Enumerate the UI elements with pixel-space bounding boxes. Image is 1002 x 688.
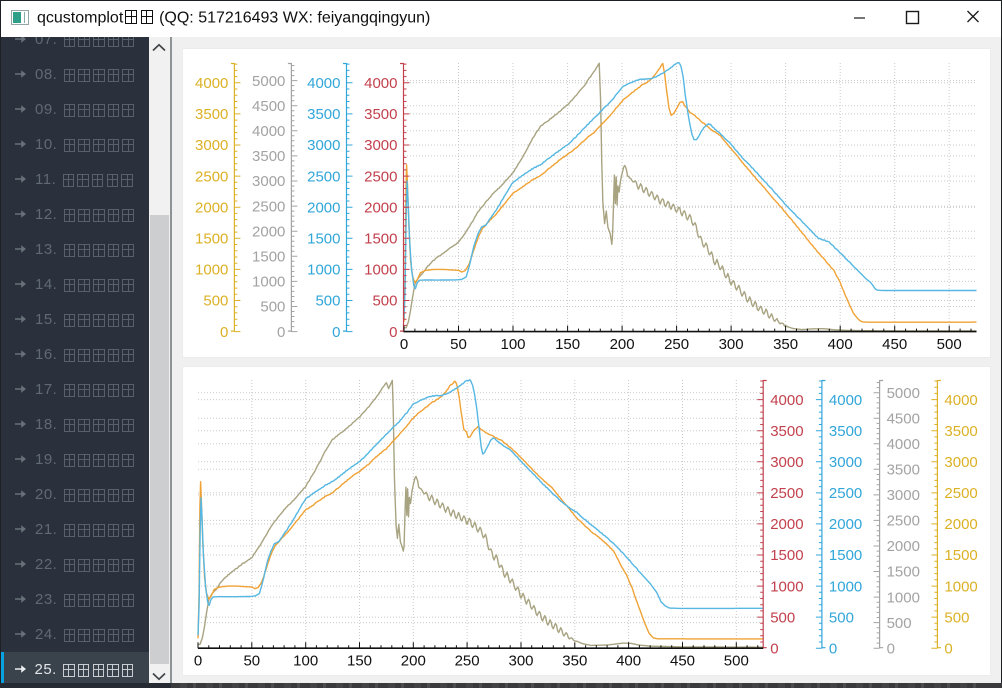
- svg-text:1000: 1000: [252, 274, 285, 291]
- svg-text:50: 50: [450, 336, 467, 353]
- svg-text:0: 0: [770, 640, 778, 657]
- svg-text:350: 350: [773, 336, 798, 353]
- svg-text:3500: 3500: [829, 423, 862, 440]
- svg-text:1500: 1500: [364, 231, 397, 248]
- svg-text:0: 0: [944, 640, 952, 657]
- svg-text:4000: 4000: [829, 392, 862, 409]
- svg-text:1500: 1500: [944, 547, 977, 564]
- svg-text:400: 400: [828, 336, 853, 353]
- svg-text:0: 0: [389, 324, 397, 341]
- svg-text:2500: 2500: [364, 168, 397, 185]
- svg-text:2500: 2500: [770, 485, 803, 502]
- svg-text:5000: 5000: [887, 385, 920, 402]
- svg-text:2500: 2500: [195, 168, 228, 185]
- svg-text:0: 0: [194, 653, 202, 670]
- svg-text:500: 500: [372, 293, 397, 310]
- svg-text:300: 300: [719, 336, 744, 353]
- svg-text:1500: 1500: [252, 249, 285, 266]
- svg-text:500: 500: [944, 609, 969, 626]
- svg-text:4000: 4000: [364, 75, 397, 92]
- svg-text:100: 100: [293, 653, 318, 670]
- svg-text:1500: 1500: [887, 564, 920, 581]
- svg-text:1000: 1000: [829, 578, 862, 595]
- svg-text:300: 300: [508, 653, 533, 670]
- svg-text:2500: 2500: [944, 485, 977, 502]
- svg-text:3500: 3500: [195, 106, 228, 123]
- svg-text:3500: 3500: [364, 106, 397, 123]
- svg-text:150: 150: [347, 653, 372, 670]
- svg-text:2500: 2500: [307, 168, 340, 185]
- svg-text:3000: 3000: [307, 137, 340, 154]
- svg-text:1000: 1000: [195, 262, 228, 279]
- svg-text:3500: 3500: [944, 423, 977, 440]
- svg-text:3000: 3000: [252, 173, 285, 190]
- svg-text:3500: 3500: [770, 423, 803, 440]
- svg-text:3000: 3000: [195, 137, 228, 154]
- svg-text:500: 500: [887, 615, 912, 632]
- svg-text:1500: 1500: [195, 231, 228, 248]
- svg-text:4000: 4000: [195, 75, 228, 92]
- svg-text:1000: 1000: [307, 262, 340, 279]
- svg-text:3000: 3000: [770, 454, 803, 471]
- svg-text:2000: 2000: [307, 199, 340, 216]
- svg-text:400: 400: [616, 653, 641, 670]
- svg-text:50: 50: [243, 653, 260, 670]
- svg-text:4000: 4000: [307, 75, 340, 92]
- svg-text:2000: 2000: [829, 516, 862, 533]
- svg-text:1000: 1000: [887, 589, 920, 606]
- svg-text:500: 500: [315, 293, 340, 310]
- svg-text:3500: 3500: [887, 462, 920, 479]
- svg-text:200: 200: [401, 653, 426, 670]
- svg-text:3000: 3000: [364, 137, 397, 154]
- svg-text:2000: 2000: [887, 538, 920, 555]
- svg-text:150: 150: [555, 336, 580, 353]
- svg-text:3000: 3000: [944, 454, 977, 471]
- svg-text:500: 500: [724, 653, 749, 670]
- svg-text:0: 0: [277, 324, 285, 341]
- svg-text:1500: 1500: [770, 547, 803, 564]
- svg-text:3500: 3500: [307, 106, 340, 123]
- svg-text:250: 250: [664, 336, 689, 353]
- svg-text:5000: 5000: [252, 73, 285, 90]
- svg-text:450: 450: [670, 653, 695, 670]
- svg-text:0: 0: [220, 324, 228, 341]
- svg-text:450: 450: [882, 336, 907, 353]
- svg-text:3000: 3000: [829, 454, 862, 471]
- svg-text:4000: 4000: [944, 392, 977, 409]
- svg-text:250: 250: [455, 653, 480, 670]
- svg-text:0: 0: [400, 336, 408, 353]
- svg-text:2500: 2500: [252, 198, 285, 215]
- svg-text:350: 350: [562, 653, 587, 670]
- svg-text:100: 100: [500, 336, 525, 353]
- svg-text:1000: 1000: [364, 262, 397, 279]
- svg-text:500: 500: [203, 293, 228, 310]
- svg-text:2000: 2000: [364, 199, 397, 216]
- svg-text:500: 500: [829, 609, 854, 626]
- svg-text:500: 500: [937, 336, 962, 353]
- svg-text:500: 500: [260, 299, 285, 316]
- svg-text:0: 0: [332, 324, 340, 341]
- svg-text:0: 0: [829, 640, 837, 657]
- svg-text:2000: 2000: [770, 516, 803, 533]
- svg-text:1500: 1500: [829, 547, 862, 564]
- svg-text:1000: 1000: [944, 578, 977, 595]
- svg-text:0: 0: [887, 640, 895, 657]
- svg-text:2500: 2500: [887, 513, 920, 530]
- svg-text:500: 500: [770, 609, 795, 626]
- svg-text:4000: 4000: [887, 436, 920, 453]
- svg-text:4000: 4000: [252, 123, 285, 140]
- svg-text:3000: 3000: [887, 487, 920, 504]
- svg-text:4000: 4000: [770, 392, 803, 409]
- svg-text:200: 200: [610, 336, 635, 353]
- svg-text:2000: 2000: [252, 223, 285, 240]
- svg-text:2500: 2500: [829, 485, 862, 502]
- svg-text:1500: 1500: [307, 231, 340, 248]
- svg-text:2000: 2000: [195, 199, 228, 216]
- svg-text:1000: 1000: [770, 578, 803, 595]
- svg-text:3500: 3500: [252, 148, 285, 165]
- svg-text:4500: 4500: [252, 98, 285, 115]
- svg-text:2000: 2000: [944, 516, 977, 533]
- svg-text:4500: 4500: [887, 410, 920, 427]
